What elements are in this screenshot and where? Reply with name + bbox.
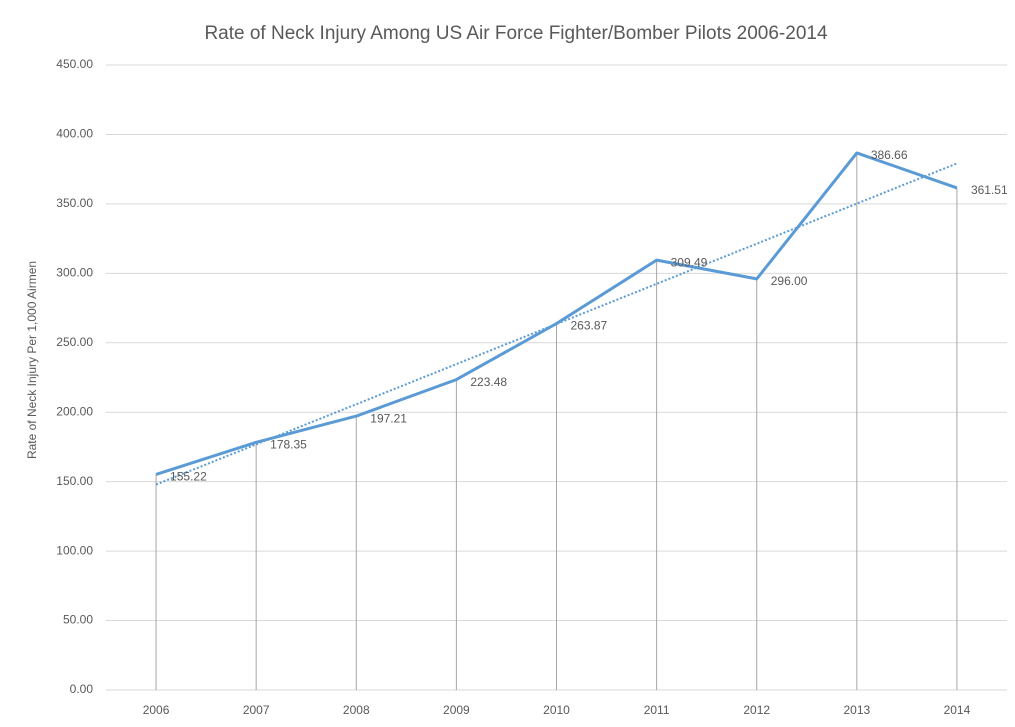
y-tick-label: 450.00 (56, 57, 93, 71)
y-tick-label: 350.00 (56, 196, 93, 210)
data-label: 263.87 (571, 319, 608, 333)
y-tick-label: 200.00 (56, 404, 93, 418)
data-label: 223.48 (470, 375, 507, 389)
y-tick-label: 50.00 (63, 613, 93, 627)
data-label: 309.49 (671, 255, 708, 269)
y-tick-label: 400.00 (56, 127, 93, 141)
data-label: 361.51 (971, 183, 1008, 197)
y-tick-label: 250.00 (56, 335, 93, 349)
y-tick-label: 100.00 (56, 543, 93, 557)
chart-title: Rate of Neck Injury Among US Air Force F… (204, 23, 827, 44)
x-tick-label: 2008 (343, 703, 370, 717)
data-label: 197.21 (370, 411, 407, 425)
y-tick-label: 0.00 (70, 682, 94, 696)
data-label: 178.35 (270, 437, 307, 451)
y-axis-label: Rate of Neck Injury Per 1,000 Airmen (25, 261, 39, 459)
x-tick-label: 2011 (644, 703, 670, 717)
data-line (155, 151, 958, 476)
x-tick-label: 2012 (743, 703, 770, 717)
y-tick-label: 300.00 (56, 266, 93, 280)
x-tick-label: 2007 (243, 703, 270, 717)
data-label: 155.22 (170, 470, 207, 484)
x-tick-label: 2009 (443, 703, 470, 717)
x-tick-label: 2006 (143, 703, 170, 717)
data-label: 386.66 (871, 148, 908, 162)
y-tick-label: 150.00 (56, 474, 93, 488)
x-tick-label: 2013 (843, 703, 870, 717)
x-tick-label: 2010 (543, 703, 570, 717)
x-tick-label: 2014 (944, 703, 971, 717)
data-label: 296.00 (771, 274, 808, 288)
